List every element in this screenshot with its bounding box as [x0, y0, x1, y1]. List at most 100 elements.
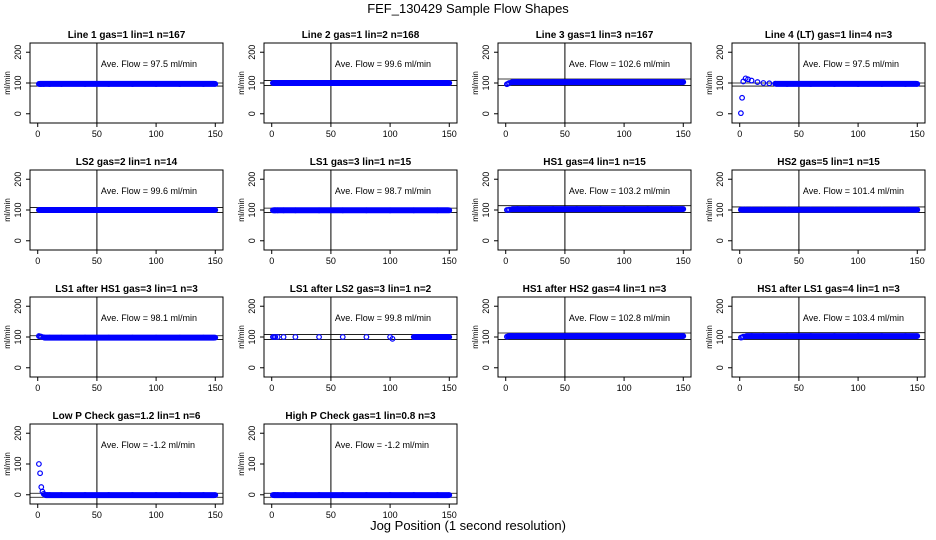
x-tick-label: 50 [794, 256, 804, 266]
y-tick-label: 0 [481, 111, 491, 116]
data-point [506, 80, 513, 86]
data-point [272, 334, 279, 340]
data-point [82, 492, 88, 498]
x-tick-label: 150 [442, 510, 457, 520]
x-tick-label: 100 [617, 256, 632, 266]
average-flow-annotation: Ave. Flow = 99.8 ml/min [335, 313, 431, 323]
steady-flow-band [36, 207, 218, 213]
x-tick-label: 100 [149, 129, 164, 139]
x-tick-label: 0 [503, 256, 508, 266]
data-point [506, 333, 513, 339]
data-point [878, 206, 885, 213]
panel-title: HS2 gas=5 lin=1 n=15 [777, 157, 880, 168]
data-point [153, 81, 159, 87]
data-point [410, 334, 417, 340]
data-point [272, 207, 279, 214]
data-point [621, 79, 627, 85]
chart-panel: LS2 gas=2 lin=1 n=14 0 100 200 0 50 100 150 ml/m… [3, 157, 224, 266]
x-tick-label: 50 [326, 383, 336, 393]
x-tick-label: 0 [503, 129, 508, 139]
x-tick-label: 0 [737, 129, 742, 139]
data-point [339, 334, 346, 340]
y-tick-label: 200 [715, 172, 725, 187]
data-point [784, 81, 790, 87]
data-point [597, 333, 604, 339]
data-point [784, 333, 790, 339]
data-point [105, 207, 112, 213]
data-point [40, 81, 47, 87]
chart-panel: HS1 after HS2 gas=4 lin=1 n=3 0 100 200 0 50 1… [471, 284, 692, 393]
data-point [200, 492, 207, 498]
y-tick-label: 0 [481, 365, 491, 370]
data-point [153, 207, 159, 213]
data-point [680, 333, 687, 339]
average-flow-annotation: Ave. Flow = 98.7 ml/min [335, 186, 431, 196]
data-point [38, 333, 45, 340]
data-point [514, 333, 521, 339]
data-point [389, 335, 396, 342]
data-point [176, 334, 183, 341]
y-tick-label: 100 [247, 329, 257, 344]
x-tick-label: 50 [326, 256, 336, 266]
steady-flow-band [506, 333, 686, 340]
x-tick-label: 100 [851, 129, 866, 139]
data-point [387, 80, 393, 86]
x-tick-label: 0 [737, 256, 742, 266]
x-tick-label: 100 [149, 256, 164, 266]
data-point [82, 334, 88, 341]
steady-flow-band [270, 207, 452, 214]
data-point [748, 333, 755, 339]
data-point [363, 492, 370, 498]
chart-panel: LS1 gas=3 lin=1 n=15 0 100 200 0 50 100 150 ml/m… [237, 157, 458, 266]
data-point [831, 81, 838, 87]
data-point [446, 80, 453, 86]
chart-panel: HS1 gas=4 lin=1 n=15 0 100 200 0 50 100 150 ml/m… [471, 157, 692, 266]
y-tick-label: 100 [715, 75, 725, 90]
y-axis-label: ml/min [705, 71, 714, 95]
data-point [573, 206, 580, 212]
data-point [508, 333, 515, 339]
data-point [176, 207, 183, 213]
data-point [740, 333, 747, 340]
data-point [855, 81, 861, 87]
data-point [807, 333, 814, 339]
data-point [280, 492, 287, 498]
steady-flow-band [270, 80, 452, 86]
data-point [58, 334, 65, 341]
data-point [508, 79, 515, 86]
y-tick-label: 0 [247, 238, 257, 243]
data-point [200, 207, 207, 213]
panel-title: Low P Check gas=1.2 lin=1 n=6 [53, 411, 201, 422]
data-point [316, 492, 322, 498]
data-point [58, 492, 65, 498]
data-point [766, 80, 773, 87]
data-point [550, 79, 556, 85]
data-point [316, 334, 322, 340]
chart-panel: Line 1 gas=1 lin=1 n=167 0 100 200 0 50 100 150… [3, 30, 224, 139]
panel-title: Line 3 gas=1 lin=3 n=167 [536, 30, 654, 41]
average-flow-annotation: Ave. Flow = 97.5 ml/min [803, 59, 899, 69]
x-tick-label: 0 [269, 129, 274, 139]
x-tick-label: 100 [383, 256, 398, 266]
x-tick-label: 100 [617, 383, 632, 393]
data-point [36, 461, 42, 467]
data-point [748, 77, 755, 84]
data-point [680, 79, 687, 85]
data-point [446, 334, 453, 340]
data-point [280, 80, 287, 86]
data-point [754, 79, 761, 85]
chart-panel: High P Check gas=1 lin=0.8 n=3 0 100 200 0 50… [237, 411, 458, 520]
x-tick-label: 100 [851, 383, 866, 393]
data-point [878, 333, 885, 339]
x-axis-title: Jog Position (1 second resolution) [370, 518, 566, 533]
y-tick-label: 200 [481, 172, 491, 187]
plot-frame [263, 423, 458, 505]
data-point [742, 333, 749, 340]
panel-title: Line 1 gas=1 lin=1 n=167 [68, 30, 186, 41]
x-tick-label: 150 [208, 383, 223, 393]
y-tick-label: 100 [481, 329, 491, 344]
steady-flow-band [509, 79, 686, 86]
data-point [760, 206, 767, 213]
panel-title: LS2 gas=2 lin=1 n=14 [76, 157, 178, 168]
